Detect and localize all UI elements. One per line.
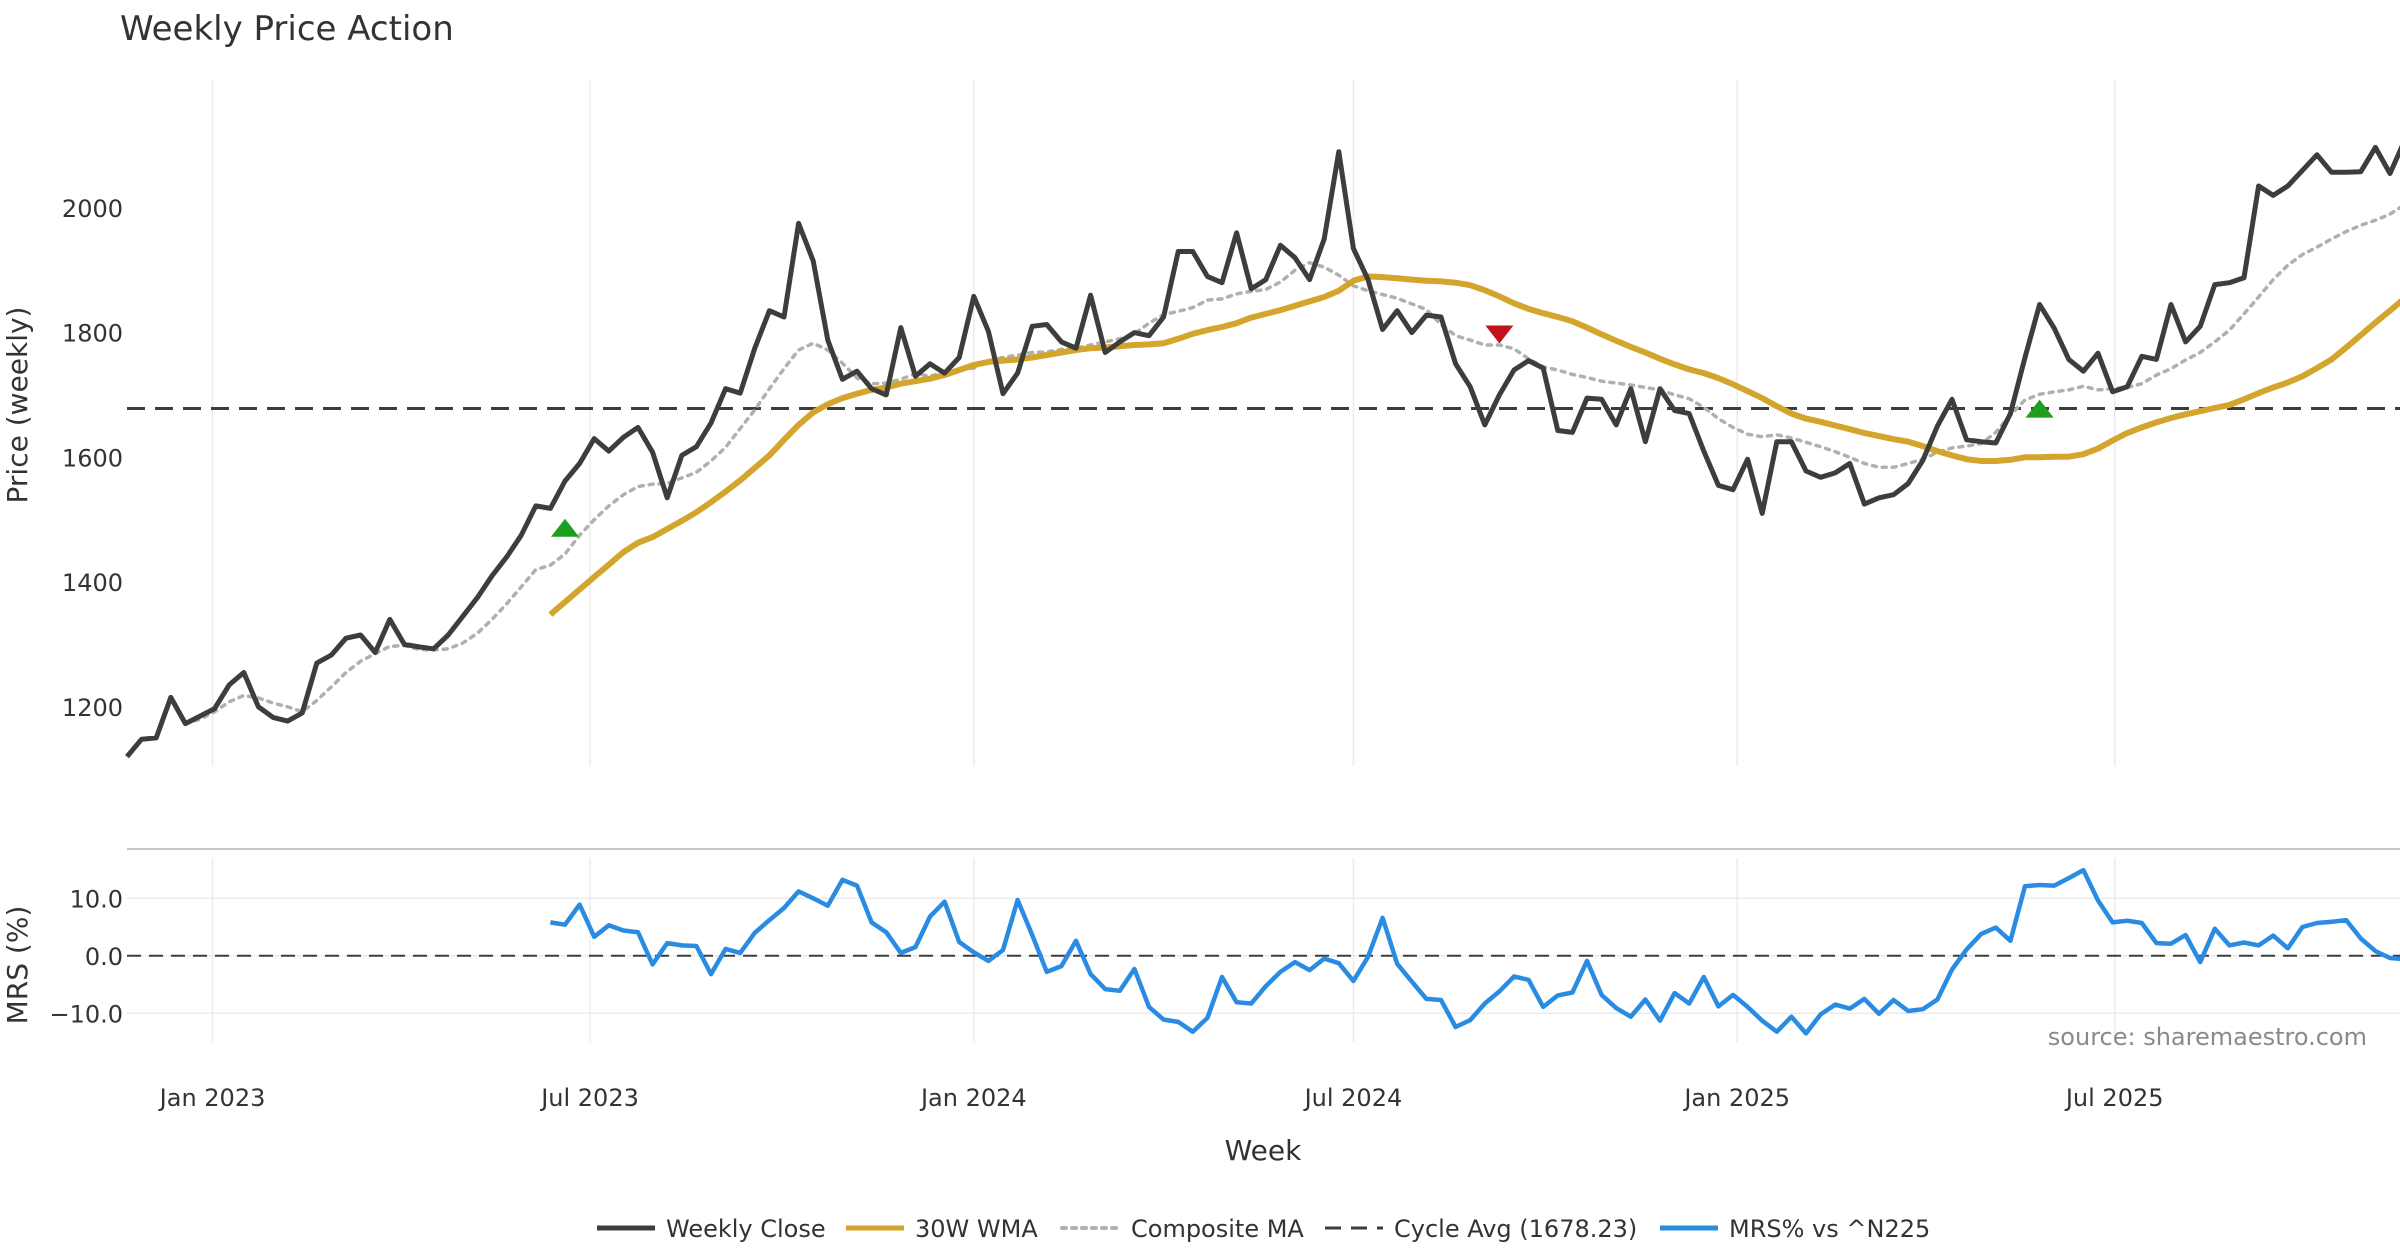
mrs-line [550, 867, 2400, 1036]
mrs-series-layer [127, 867, 2400, 1036]
x-tick-label: Jul 2025 [2064, 1084, 2164, 1112]
price-y-tick-label: 1400 [62, 569, 123, 597]
legend-label: Composite MA [1131, 1215, 1304, 1243]
price-gridlines [211, 80, 2116, 766]
source-note: source: sharemaestro.com [2048, 1023, 2367, 1051]
composite-ma-line [183, 205, 2400, 726]
legend: Weekly Close 30W WMA Composite MA Cycle Avg… [597, 1215, 1930, 1243]
x-tick-label: Jan 2024 [919, 1084, 1027, 1112]
price-series-layer [125, 144, 2400, 759]
mrs-y-tick-label: −10.0 [49, 1000, 123, 1028]
price-y-tick-label: 1200 [62, 694, 123, 722]
price-y-tick-label: 1800 [62, 320, 123, 348]
price-y-axis-title: Price (weekly) [1, 307, 34, 504]
x-axis: Jan 2023 Jul 2023 Jan 2024 Jul 2024 Jan 2025… [158, 1084, 2164, 1112]
x-tick-label: Jul 2023 [539, 1084, 639, 1112]
chart-title: Weekly Price Action [120, 9, 454, 49]
x-axis-title: Week [1225, 1134, 1302, 1167]
buy-signal-marker [551, 518, 579, 537]
price-y-axis: 1200 1400 1600 1800 2000 [62, 195, 123, 722]
mrs-y-axis: 10.0 0.0 −10.0 [49, 885, 123, 1028]
weekly-close-line [125, 144, 2400, 759]
legend-label: MRS% vs ^N225 [1729, 1215, 1930, 1243]
mrs-y-axis-title: MRS (%) [1, 906, 34, 1025]
mrs-y-tick-label: 0.0 [85, 943, 123, 971]
mrs-y-tick-label: 10.0 [70, 885, 123, 913]
x-tick-label: Jul 2024 [1303, 1084, 1403, 1112]
x-tick-label: Jan 2023 [158, 1084, 266, 1112]
price-y-tick-label: 1600 [62, 444, 123, 472]
legend-label: Cycle Avg (1678.23) [1394, 1215, 1637, 1243]
x-tick-label: Jan 2025 [1682, 1084, 1790, 1112]
price-y-tick-label: 2000 [62, 195, 123, 223]
wma-30w-line [548, 273, 2400, 617]
sell-signal-marker [1485, 325, 1514, 344]
buy-signal-marker [2025, 399, 2054, 418]
signal-markers [551, 325, 2054, 537]
legend-label: Weekly Close [666, 1215, 826, 1243]
legend-label: 30W WMA [915, 1215, 1038, 1243]
